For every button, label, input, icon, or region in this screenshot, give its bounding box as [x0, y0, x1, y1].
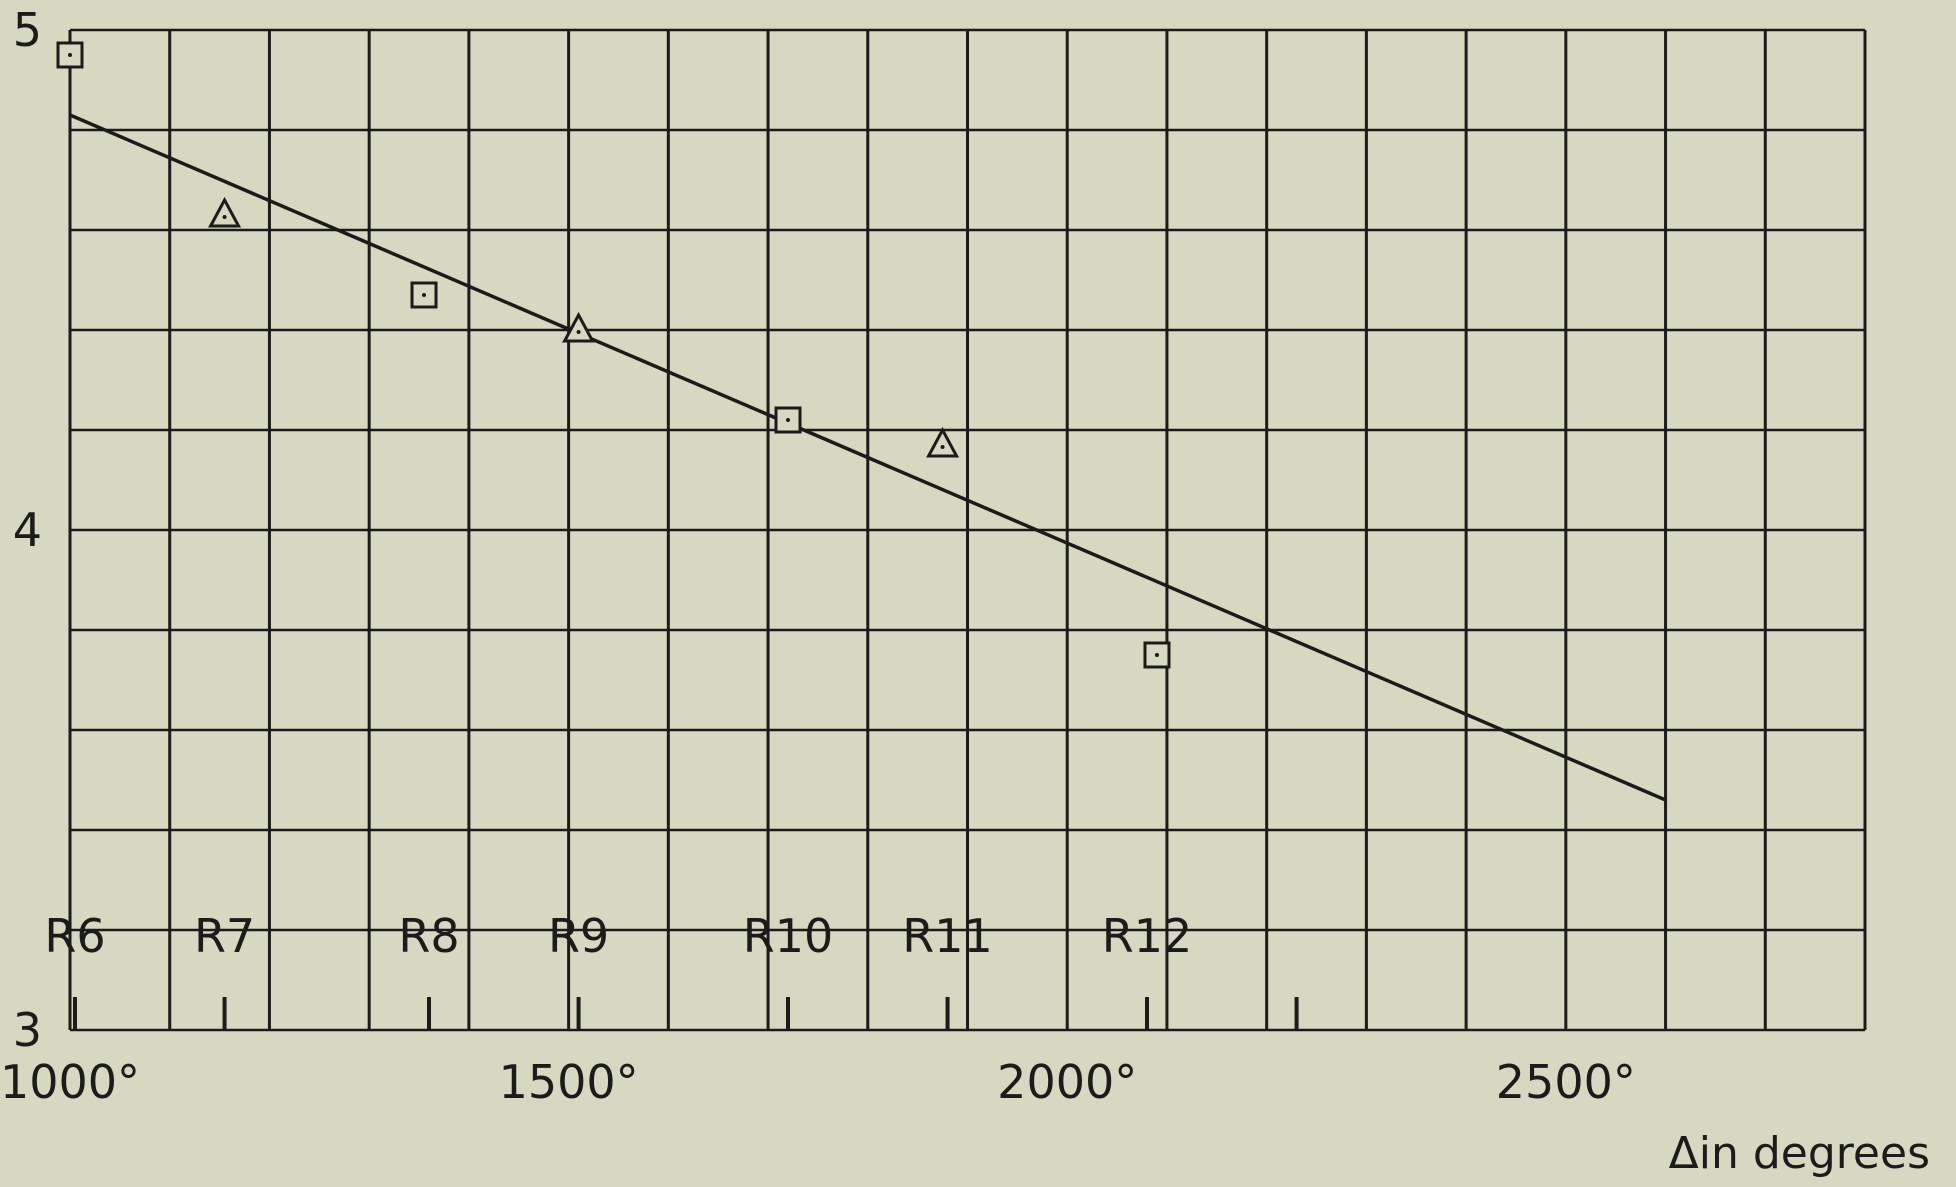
annotation-label: R12 [1102, 909, 1193, 963]
data-point-dot [68, 53, 72, 57]
tick-labels: 1000° 1500° 2000° 2500° 5 4 3 [0, 3, 1636, 1109]
data-point-dot [576, 330, 581, 334]
data-point-dot [786, 418, 790, 422]
annotation-label: R8 [398, 909, 459, 963]
grid [68, 28, 1867, 1032]
x-tick-label: 2000° [997, 1055, 1137, 1109]
data-point-dot [1154, 653, 1159, 657]
fit-line-group [69, 113, 1667, 802]
data-points [56, 41, 1171, 669]
annotation-label: R9 [548, 909, 609, 963]
annotation-label: R6 [44, 909, 105, 963]
annotation-label: R11 [902, 909, 993, 963]
data-point-triangle [926, 426, 960, 458]
data-point-dot [940, 445, 945, 449]
annotation-label: R7 [194, 909, 255, 963]
y-tick-label: 4 [13, 503, 42, 557]
r-annotations: R6 R7 R8 R9 R10 R11 R12 [44, 909, 1299, 1030]
y-tick-label: 3 [13, 1003, 42, 1057]
x-axis-label: Δin degrees [1669, 1128, 1930, 1179]
x-tick-label: 2500° [1496, 1055, 1636, 1109]
data-point-triangle [208, 196, 242, 228]
x-tick-label: 1000° [0, 1055, 140, 1109]
annotation-label: R10 [743, 909, 834, 963]
fit-line [69, 113, 1667, 802]
y-tick-label: 5 [13, 3, 42, 57]
data-point-dot [222, 215, 227, 219]
data-point-dot [422, 293, 427, 297]
x-tick-label: 1500° [499, 1055, 639, 1109]
data-point-triangle [562, 311, 596, 343]
